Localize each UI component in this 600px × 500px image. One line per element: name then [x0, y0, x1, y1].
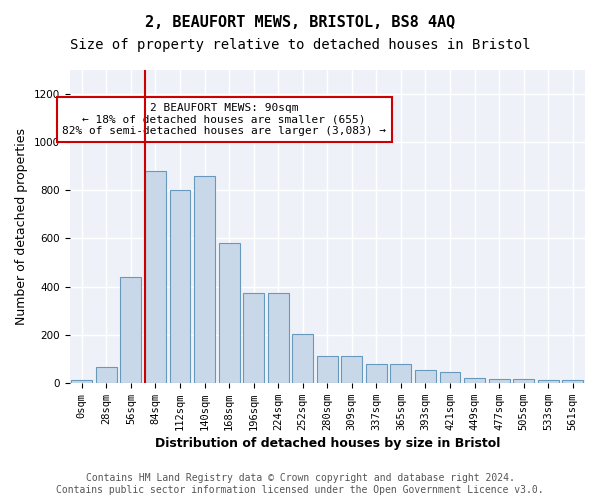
- Bar: [218, 244, 239, 383]
- Bar: [341, 356, 362, 383]
- Bar: [366, 364, 387, 383]
- Bar: [170, 190, 190, 383]
- Bar: [391, 364, 412, 383]
- Text: Contains HM Land Registry data © Crown copyright and database right 2024.
Contai: Contains HM Land Registry data © Crown c…: [56, 474, 544, 495]
- Bar: [538, 380, 559, 383]
- Bar: [71, 380, 92, 383]
- Bar: [317, 356, 338, 383]
- Bar: [415, 370, 436, 383]
- Text: 2, BEAUFORT MEWS, BRISTOL, BS8 4AQ: 2, BEAUFORT MEWS, BRISTOL, BS8 4AQ: [145, 15, 455, 30]
- Bar: [96, 367, 117, 383]
- Bar: [268, 292, 289, 383]
- Bar: [194, 176, 215, 383]
- Bar: [243, 292, 264, 383]
- Bar: [464, 378, 485, 383]
- Bar: [440, 372, 460, 383]
- Bar: [121, 277, 142, 383]
- Bar: [145, 171, 166, 383]
- Bar: [292, 334, 313, 383]
- Text: 2 BEAUFORT MEWS: 90sqm
← 18% of detached houses are smaller (655)
82% of semi-de: 2 BEAUFORT MEWS: 90sqm ← 18% of detached…: [62, 103, 386, 136]
- Bar: [562, 380, 583, 383]
- X-axis label: Distribution of detached houses by size in Bristol: Distribution of detached houses by size …: [155, 437, 500, 450]
- Text: Size of property relative to detached houses in Bristol: Size of property relative to detached ho…: [70, 38, 530, 52]
- Bar: [513, 378, 534, 383]
- Bar: [488, 378, 509, 383]
- Y-axis label: Number of detached properties: Number of detached properties: [15, 128, 28, 325]
